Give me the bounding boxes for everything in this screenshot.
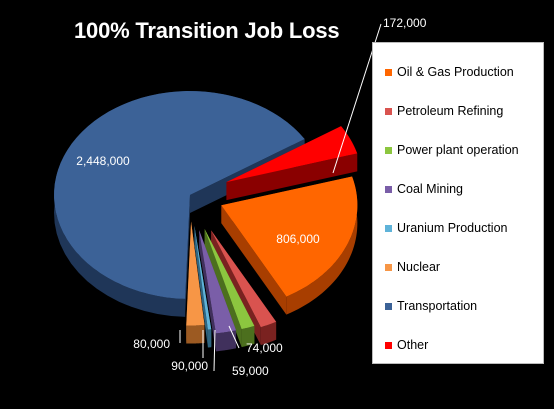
legend-item-petroleum-refining: Petroleum Refining <box>385 104 503 118</box>
legend-item-oil-gas-production: Oil & Gas Production <box>385 65 514 79</box>
legend-label: Transportation <box>397 299 478 313</box>
legend-label: Petroleum Refining <box>397 104 504 118</box>
legend-swatch <box>385 341 392 349</box>
data-label-coal-mining: 90,000 <box>171 359 208 373</box>
pie-slice-edge-transportation-0 <box>185 195 190 317</box>
pie-slice-uranium-production[interactable] <box>194 226 212 330</box>
pie-slice-edge-coal-mining-1 <box>199 230 216 352</box>
pie-slice-edge-oil-gas-production-1 <box>221 205 287 315</box>
callout-line-power-plant-operation <box>213 329 216 372</box>
legend-item-transportation: Transportation <box>385 299 477 313</box>
data-label-power-plant-operation: 59,000 <box>232 364 269 378</box>
chart-legend: Oil & Gas Production Petroleum Refining Po… <box>372 42 544 364</box>
legend-swatch <box>385 302 392 310</box>
data-label-oil-gas-production: 806,000 <box>276 232 320 246</box>
legend-item-nuclear: Nuclear <box>385 260 440 274</box>
legend-label: Oil & Gas Production <box>397 65 514 79</box>
pie-slice-coal-mining[interactable] <box>199 230 237 334</box>
pie-slice-edge-uranium-production-1 <box>194 226 208 348</box>
pie-slice-edge-power-plant-operation-1 <box>204 229 242 348</box>
legend-swatch <box>385 107 392 115</box>
pie-slice-petroleum-refining[interactable] <box>211 230 277 328</box>
pie-slice-power-plant-operation[interactable] <box>204 229 255 330</box>
legend-swatch <box>385 146 392 154</box>
pie-slice-transportation[interactable] <box>54 91 305 299</box>
legend-item-coal-mining: Coal Mining <box>385 182 463 196</box>
legend-label: Other <box>397 338 429 352</box>
pie-slice-oil-gas-production[interactable] <box>221 176 358 297</box>
legend-item-other: Other <box>385 338 428 352</box>
legend-swatch <box>385 68 392 76</box>
pie-slice-edge-other-1 <box>226 153 358 201</box>
data-label-petroleum-refining: 74,000 <box>246 341 283 355</box>
pie-slice-side-nuclear <box>186 325 205 344</box>
legend-label: Power plant operation <box>397 143 519 157</box>
legend-swatch <box>385 263 392 271</box>
legend-swatch <box>385 185 392 193</box>
pie-slice-side-coal-mining <box>215 330 237 352</box>
legend-label: Coal Mining <box>397 182 464 196</box>
data-label-other: 172,000 <box>383 16 427 30</box>
legend-label: Uranium Production <box>397 221 508 235</box>
callout-line-petroleum-refining <box>228 325 240 349</box>
legend-swatch <box>385 224 392 232</box>
data-label-nuclear: 80,000 <box>133 337 170 351</box>
pie-slice-other[interactable] <box>226 126 358 183</box>
legend-item-power-plant-operation: Power plant operation <box>385 143 519 157</box>
legend-label: Nuclear <box>397 260 441 274</box>
legend-item-uranium-production: Uranium Production <box>385 221 507 235</box>
pie-slice-side-oil-gas-production <box>286 176 358 315</box>
data-label-transportation: 2,448,000 <box>76 154 130 168</box>
chart-title: 100% Transition Job Loss <box>74 18 340 43</box>
pie-slice-nuclear[interactable] <box>186 221 205 326</box>
